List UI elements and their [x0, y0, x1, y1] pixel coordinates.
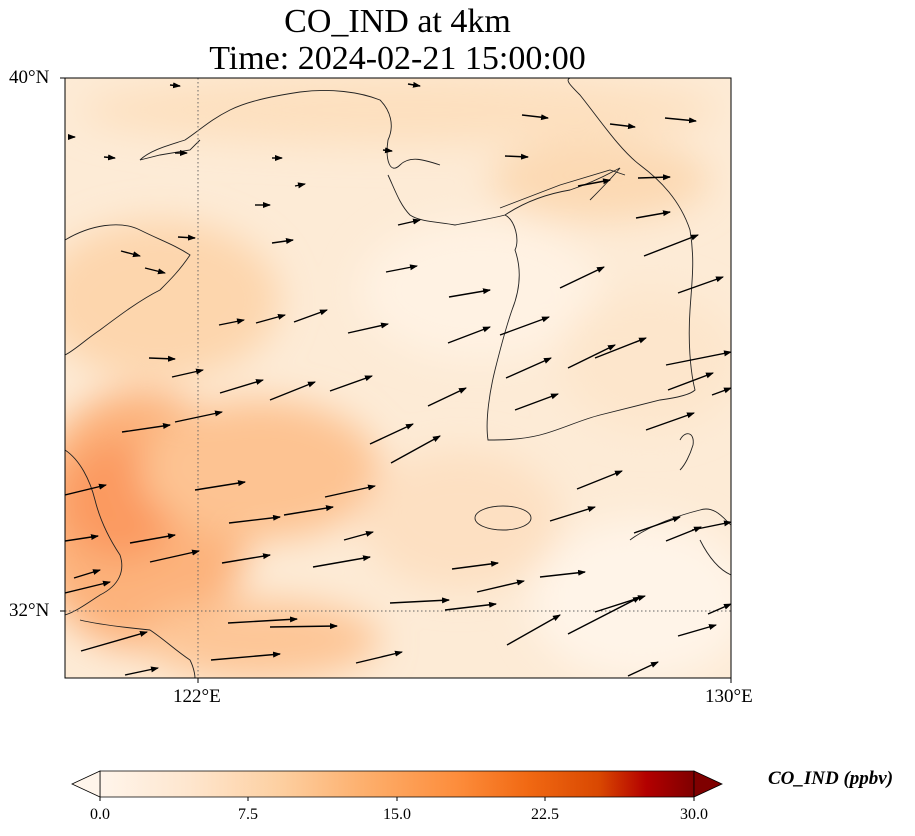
- wind-vector-arrow: [148, 355, 176, 362]
- wind-vector-arrow: [664, 117, 697, 124]
- wind-vector-arrow: [389, 597, 450, 604]
- gridlines: [65, 78, 731, 678]
- colorbar-tick: 15.0: [383, 806, 411, 823]
- wind-vector-arrow: [283, 505, 334, 516]
- map-frame: [64, 77, 732, 679]
- wind-vector-arrow: [633, 516, 681, 534]
- wind-vector-arrow: [448, 288, 491, 298]
- wind-vector-arrow: [427, 387, 467, 407]
- wind-vector-arrow: [255, 313, 286, 324]
- wind-vector-arrow: [227, 616, 298, 624]
- wind-vector-arrow: [539, 569, 586, 578]
- wind-vector-arrow: [382, 147, 393, 154]
- wind-vector-arrow: [451, 560, 499, 570]
- wind-vector-arrow: [210, 651, 281, 661]
- wind-vector-arrow: [65, 580, 111, 594]
- wind-vector-arrow: [121, 423, 171, 433]
- concentration-field: [65, 78, 731, 678]
- wind-vector-arrow: [218, 318, 245, 326]
- wind-vector-arrow: [324, 484, 376, 498]
- wind-vector-arrow: [505, 357, 552, 379]
- wind-vector-arrow: [567, 596, 641, 635]
- wind-vector-arrow: [609, 123, 636, 130]
- wind-vector-arrow: [576, 470, 623, 490]
- wind-vector-arrow: [559, 266, 605, 289]
- wind-vector-arrow: [149, 549, 200, 563]
- wind-vector-arrow: [228, 514, 281, 524]
- wind-vector-arrow: [174, 410, 223, 423]
- wind-vector-arrow: [103, 154, 116, 161]
- wind-vector-arrow: [711, 387, 731, 396]
- wind-vector-arrow: [369, 423, 414, 445]
- wind-vector-arrow: [269, 381, 316, 401]
- wind-vector-arrow: [390, 435, 441, 464]
- wind-vector-arrow: [643, 234, 699, 257]
- lat-label-40: 40°N: [9, 67, 50, 88]
- wind-vector-arrow: [504, 153, 529, 160]
- chart-subtitle: Time: 2024-02-21 15:00:00: [209, 40, 586, 77]
- wind-vector-arrow: [637, 174, 671, 181]
- wind-vector-arrow: [447, 326, 491, 344]
- wind-vector-arrow: [124, 666, 159, 676]
- wind-vector-arrow: [627, 661, 659, 677]
- wind-vector-arrow: [80, 631, 148, 652]
- wind-vector-arrow: [635, 210, 671, 219]
- wind-vector-arrow: [129, 533, 176, 544]
- colorbar-tick: 7.5: [238, 806, 258, 823]
- wind-vector-arrow: [144, 267, 166, 275]
- wind-vector-arrow: [269, 623, 338, 630]
- wind-vector-arrow: [73, 569, 101, 579]
- lon-label-130: 130°E: [705, 686, 753, 707]
- wind-vector-arrow: [65, 534, 99, 542]
- wind-vector-arrow: [499, 316, 550, 336]
- wind-vector-arrow: [385, 264, 418, 273]
- wind-vector-arrow: [293, 309, 328, 323]
- chart-title: CO_IND at 4km: [284, 3, 511, 40]
- wind-vector-arrow: [707, 603, 731, 615]
- wind-vector-arrow: [219, 379, 264, 394]
- wind-vector-arrow: [397, 218, 421, 226]
- wind-vectors: [65, 81, 731, 677]
- lon-label-122: 122°E: [173, 686, 221, 707]
- wind-vector-arrow: [312, 555, 371, 568]
- wind-vector-arrow: [506, 614, 561, 646]
- wind-vector-arrow: [343, 530, 374, 541]
- wind-vector-arrow: [271, 238, 294, 244]
- wind-vector-arrow: [691, 520, 731, 531]
- wind-vector-arrow: [521, 114, 549, 121]
- wind-vector-arrow: [294, 182, 306, 189]
- wind-vector-arrow: [65, 483, 107, 496]
- wind-vector-arrow: [177, 234, 196, 241]
- wind-vector-arrow: [677, 276, 724, 294]
- colorbar-tick: 22.5: [531, 806, 559, 823]
- colorbar-tick: 30.0: [680, 806, 708, 823]
- lat-label-32: 32°N: [9, 600, 50, 621]
- colorbar-tick: 0.0: [90, 806, 110, 823]
- wind-vector-arrow: [329, 375, 373, 392]
- colorbar: [71, 770, 723, 801]
- wind-vector-arrow: [549, 506, 596, 522]
- wind-vector-arrow: [194, 480, 246, 491]
- wind-vector-arrow: [347, 322, 389, 334]
- wind-vector-arrow: [677, 624, 717, 637]
- wind-vector-arrow: [645, 412, 695, 431]
- wind-vector-arrow: [514, 393, 559, 411]
- wind-vector-arrow: [577, 178, 611, 187]
- wind-vector-arrow: [407, 81, 421, 88]
- wind-vector-arrow: [221, 553, 271, 564]
- wind-vector-arrow: [567, 344, 616, 369]
- wind-vector-arrow: [169, 82, 181, 89]
- wind-vector-arrow: [665, 350, 731, 366]
- wind-vector-arrow: [444, 601, 497, 611]
- colorbar-label: CO_IND (ppbv): [768, 768, 894, 789]
- wind-vector-arrow: [594, 337, 647, 359]
- wind-vector-arrow: [120, 250, 141, 258]
- wind-vector-arrow: [667, 372, 714, 391]
- wind-vector-arrow: [476, 579, 525, 593]
- wind-vector-arrow: [171, 368, 204, 378]
- wind-vector-arrow: [355, 650, 403, 664]
